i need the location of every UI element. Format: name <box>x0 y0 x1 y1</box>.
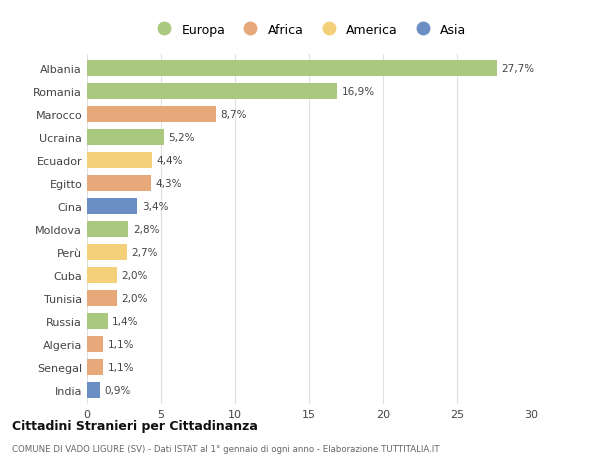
Text: 16,9%: 16,9% <box>341 87 374 97</box>
Text: COMUNE DI VADO LIGURE (SV) - Dati ISTAT al 1° gennaio di ogni anno - Elaborazion: COMUNE DI VADO LIGURE (SV) - Dati ISTAT … <box>12 444 439 453</box>
Text: 3,4%: 3,4% <box>142 202 168 212</box>
Bar <box>87 267 116 284</box>
Bar <box>87 359 103 375</box>
Bar <box>87 290 116 307</box>
Bar <box>87 244 127 261</box>
Bar <box>87 175 151 192</box>
Text: 4,4%: 4,4% <box>157 156 183 166</box>
Bar <box>87 61 497 77</box>
Text: 5,2%: 5,2% <box>169 133 195 143</box>
Text: 1,4%: 1,4% <box>112 316 139 326</box>
Bar <box>87 129 164 146</box>
Legend: Europa, Africa, America, Asia: Europa, Africa, America, Asia <box>149 21 469 39</box>
Bar <box>87 106 216 123</box>
Text: 1,1%: 1,1% <box>108 339 134 349</box>
Text: 2,0%: 2,0% <box>121 293 148 303</box>
Text: 1,1%: 1,1% <box>108 362 134 372</box>
Text: 0,9%: 0,9% <box>105 385 131 395</box>
Bar <box>87 84 337 100</box>
Text: 8,7%: 8,7% <box>220 110 247 120</box>
Text: Cittadini Stranieri per Cittadinanza: Cittadini Stranieri per Cittadinanza <box>12 419 258 432</box>
Text: 27,7%: 27,7% <box>502 64 535 74</box>
Bar <box>87 221 128 238</box>
Bar <box>87 382 100 398</box>
Bar <box>87 336 103 353</box>
Bar <box>87 313 108 330</box>
Text: 2,7%: 2,7% <box>131 247 158 257</box>
Bar <box>87 198 137 215</box>
Bar <box>87 152 152 169</box>
Text: 4,3%: 4,3% <box>155 179 182 189</box>
Text: 2,8%: 2,8% <box>133 224 160 235</box>
Text: 2,0%: 2,0% <box>121 270 148 280</box>
